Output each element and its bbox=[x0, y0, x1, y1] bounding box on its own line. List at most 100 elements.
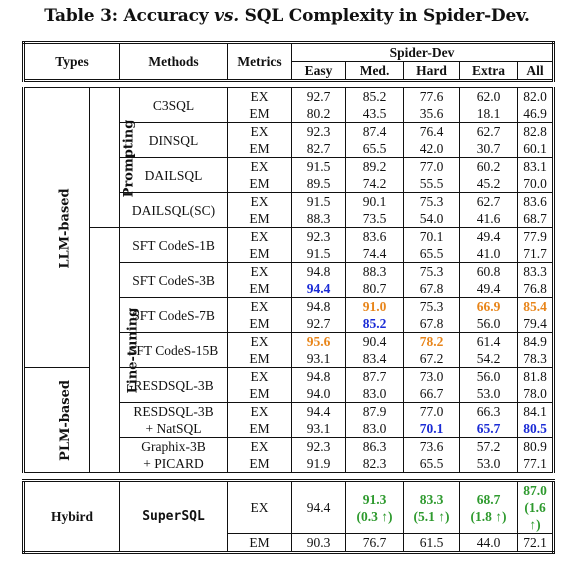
cell: 67.8 bbox=[403, 315, 461, 333]
method-sft-codes-7b: SFT CodeS-7B bbox=[119, 297, 229, 333]
cell: 65.5 bbox=[403, 455, 461, 473]
cell: 44.0 bbox=[459, 533, 519, 554]
cell: 78.0 bbox=[517, 385, 556, 403]
cell: 73.0 bbox=[403, 367, 461, 385]
cell: 49.4 bbox=[459, 280, 519, 298]
cell-best: 94.4 bbox=[291, 280, 347, 298]
metric-ex: EX bbox=[227, 297, 293, 315]
metric-ex: EX bbox=[227, 437, 293, 455]
cell: 89.5 bbox=[291, 175, 347, 193]
method-resdsql-3b-natsql: RESDSQL-3B + NatSQL bbox=[119, 402, 229, 438]
cell: 76.8 bbox=[517, 280, 556, 298]
cell-ours: 87.0 (1.6 ↑) bbox=[517, 479, 556, 534]
cell: 83.6 bbox=[517, 192, 556, 210]
cell: 87.4 bbox=[345, 122, 405, 140]
cell-second: 66.9 bbox=[459, 297, 519, 315]
cell: 90.3 bbox=[291, 533, 347, 554]
cell: 94.8 bbox=[291, 297, 347, 315]
metric-em: EM bbox=[227, 105, 293, 123]
metric-ex: EX bbox=[227, 192, 293, 210]
metric-em: EM bbox=[227, 385, 293, 403]
header-spider-dev: Spider-Dev bbox=[291, 41, 556, 62]
cell: 70.1 bbox=[403, 227, 461, 245]
cell: 35.6 bbox=[403, 105, 461, 123]
group-hybird: Hybird bbox=[21, 479, 121, 554]
cell: 76.4 bbox=[403, 122, 461, 140]
cell: 49.4 bbox=[459, 227, 519, 245]
cell: 92.3 bbox=[291, 437, 347, 455]
cell: 53.0 bbox=[459, 455, 519, 473]
cell: 77.9 bbox=[517, 227, 556, 245]
cell-second: 85.4 bbox=[517, 297, 556, 315]
cell-second: 78.2 bbox=[403, 332, 461, 350]
cell: 84.1 bbox=[517, 402, 556, 420]
cell: 75.3 bbox=[403, 297, 461, 315]
metric-em: EM bbox=[227, 533, 293, 554]
metric-em: EM bbox=[227, 140, 293, 158]
cell: 82.3 bbox=[345, 455, 405, 473]
cell: 91.5 bbox=[291, 157, 347, 175]
cell: 41.0 bbox=[459, 245, 519, 263]
cell: 89.2 bbox=[345, 157, 405, 175]
cell: 68.7 bbox=[517, 210, 556, 228]
cell: 87.9 bbox=[345, 402, 405, 420]
metric-ex: EX bbox=[227, 87, 293, 105]
cell: 92.3 bbox=[291, 227, 347, 245]
cell-best: 65.7 bbox=[459, 420, 519, 438]
cell: 83.0 bbox=[345, 420, 405, 438]
method-c3sql: C3SQL bbox=[119, 87, 229, 123]
cell: 79.4 bbox=[517, 315, 556, 333]
method-dinsql: DINSQL bbox=[119, 122, 229, 158]
cell: 61.4 bbox=[459, 332, 519, 350]
cell: 41.6 bbox=[459, 210, 519, 228]
group-fine-tuning: Fine-tuning bbox=[89, 227, 140, 473]
cell: 84.9 bbox=[517, 332, 556, 350]
group-llm-based: LLM-based bbox=[22, 87, 90, 368]
cell: 80.2 bbox=[291, 105, 347, 123]
cell: 77.1 bbox=[517, 455, 556, 473]
metric-ex: EX bbox=[227, 262, 293, 280]
method-dailsql-sc: DAILSQL(SC) bbox=[119, 192, 229, 228]
cell: 73.5 bbox=[345, 210, 405, 228]
header-med: Med. bbox=[345, 61, 405, 81]
cell: 94.0 bbox=[291, 385, 347, 403]
cell: 86.3 bbox=[345, 437, 405, 455]
cell: 62.0 bbox=[459, 87, 519, 105]
cell: 92.7 bbox=[291, 315, 347, 333]
cell: 66.7 bbox=[403, 385, 461, 403]
cell: 46.9 bbox=[517, 105, 556, 123]
cell: 56.0 bbox=[459, 315, 519, 333]
cell: 66.3 bbox=[459, 402, 519, 420]
cell: 90.1 bbox=[345, 192, 405, 210]
cell: 60.8 bbox=[459, 262, 519, 280]
metric-em: EM bbox=[227, 350, 293, 368]
group-prompting: Prompting bbox=[89, 87, 136, 228]
header-methods: Methods bbox=[119, 41, 229, 81]
header-all: All bbox=[517, 61, 556, 81]
cell-ours: 91.3 (0.3 ↑) bbox=[345, 479, 405, 534]
caption-vs: vs. bbox=[214, 6, 239, 26]
cell: 82.0 bbox=[517, 87, 556, 105]
cell: 75.3 bbox=[403, 262, 461, 280]
cell-best: 85.2 bbox=[345, 315, 405, 333]
method-sft-codes-1b: SFT CodeS-1B bbox=[119, 227, 229, 263]
cell: 85.2 bbox=[345, 87, 405, 105]
method-line-2: + NatSQL bbox=[145, 421, 202, 436]
cell-second: 95.6 bbox=[291, 332, 347, 350]
cell: 82.8 bbox=[517, 122, 556, 140]
cell: 83.0 bbox=[345, 385, 405, 403]
cell: 93.1 bbox=[291, 420, 347, 438]
cell: 91.9 bbox=[291, 455, 347, 473]
metric-ex: EX bbox=[227, 227, 293, 245]
metric-em: EM bbox=[227, 420, 293, 438]
cell: 92.3 bbox=[291, 122, 347, 140]
cell: 42.0 bbox=[403, 140, 461, 158]
cell: 65.5 bbox=[345, 140, 405, 158]
cell: 88.3 bbox=[291, 210, 347, 228]
caption-text: Table 3: Accuracy bbox=[44, 6, 215, 26]
cell: 91.5 bbox=[291, 192, 347, 210]
metric-ex: EX bbox=[227, 332, 293, 350]
metric-ex: EX bbox=[227, 122, 293, 140]
cell: 94.4 bbox=[291, 479, 347, 534]
cell: 57.2 bbox=[459, 437, 519, 455]
